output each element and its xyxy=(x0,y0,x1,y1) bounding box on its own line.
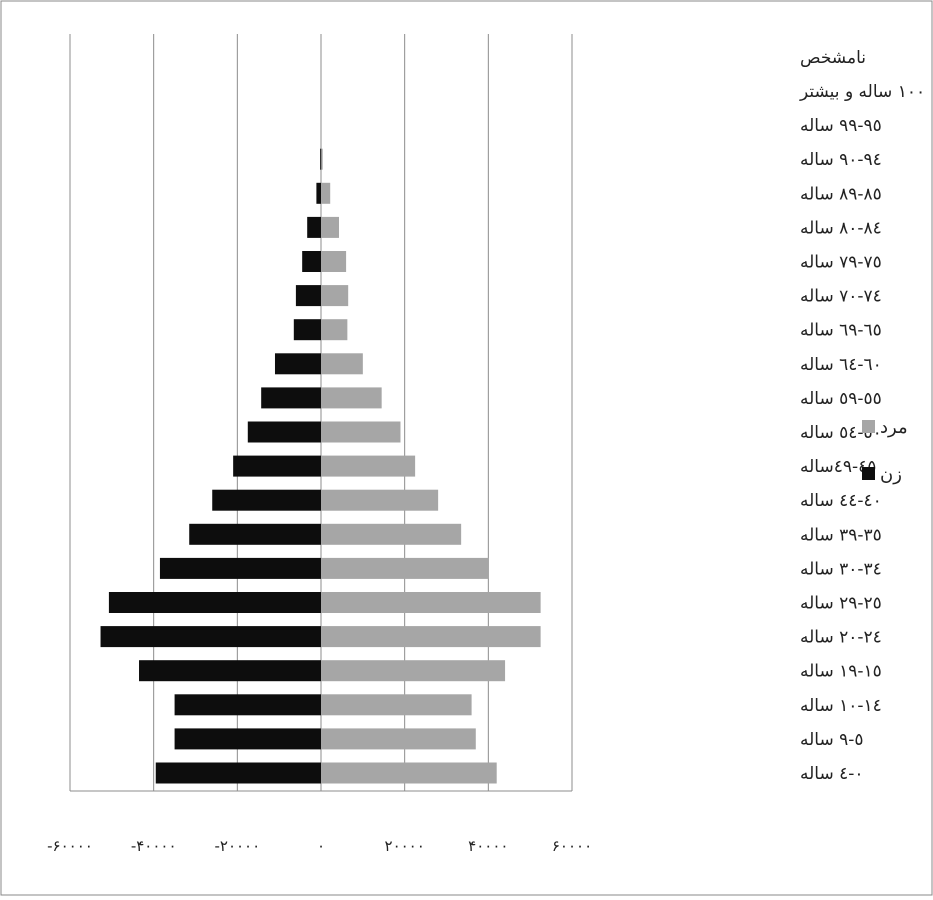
x-tick-labels: -۶۰۰۰۰ -۴۰۰۰۰ -۲۰۰۰۰ ۰ ۲۰۰۰۰ ۴۰۰۰۰ ۶۰۰۰۰ xyxy=(47,837,592,855)
bar-male xyxy=(321,489,439,511)
bar-male xyxy=(321,557,489,579)
category-label: ۸۰-۸٤ ساله xyxy=(800,218,882,238)
bar-female xyxy=(320,148,322,170)
category-label: ۸٥-۸۹ ساله xyxy=(800,184,882,204)
bar-male xyxy=(321,319,348,341)
category-label: ٥۰-٥٤ ساله xyxy=(800,423,882,443)
bar-female xyxy=(212,489,321,511)
category-label: ٦٥-٦۹ ساله xyxy=(800,321,882,341)
category-label: ۰-٤ ساله xyxy=(800,764,864,784)
bar-male xyxy=(321,285,349,307)
category-labels: ۰-٤ ساله ٥-٩ ساله ۱۰-۱٤ ساله ۱٥-۱۹ ساله ۲۰-۲… xyxy=(799,48,925,784)
bar-female xyxy=(316,182,321,204)
x-tick-label: ۴۰۰۰۰ xyxy=(468,837,508,855)
legend-label: زن xyxy=(880,464,902,485)
x-tick-label: -۴۰۰۰۰ xyxy=(131,837,177,855)
bar-female xyxy=(155,762,321,784)
x-tick-label: ۰ xyxy=(317,837,325,855)
bar-male xyxy=(321,523,462,545)
bar-male xyxy=(321,728,476,750)
bar-male xyxy=(321,626,541,648)
bar-female xyxy=(174,694,321,716)
bar-male xyxy=(321,251,347,272)
bar-male xyxy=(321,762,497,784)
category-label: ۱٥-۱۹ ساله xyxy=(800,662,882,682)
bar-female xyxy=(274,353,321,375)
category-label: ٥-٩ ساله xyxy=(800,730,864,750)
category-label: ۳٥-۳۹ ساله xyxy=(800,525,882,545)
category-label: ٤۰-٤٤ ساله xyxy=(800,491,882,511)
bar-female xyxy=(100,626,321,648)
bar-female xyxy=(139,660,321,682)
bar-female xyxy=(233,455,321,477)
bar-male xyxy=(321,660,506,682)
bar-male xyxy=(321,694,472,716)
category-label: ٥٥-٥۹ ساله xyxy=(800,389,882,409)
category-label: ۹٥-۹۹ ساله xyxy=(800,116,882,136)
bar-female xyxy=(295,285,321,307)
bar-female xyxy=(307,216,321,238)
legend-label: مرد xyxy=(880,417,908,438)
category-label: ۱۰-۱٤ ساله xyxy=(800,696,882,716)
bar-female xyxy=(108,592,321,613)
x-tick-label: -۶۰۰۰۰ xyxy=(47,837,93,855)
bar-female xyxy=(247,421,321,443)
category-label: ۷۰-۷٤ ساله xyxy=(800,287,882,307)
category-label: ۳۰-۳٤ ساله xyxy=(800,559,882,579)
bar-male xyxy=(321,182,331,204)
bar-male xyxy=(321,216,339,238)
bar-female xyxy=(174,728,321,750)
legend-swatch xyxy=(862,467,875,480)
category-label: ٤٥-٤۹ساله xyxy=(800,457,876,477)
bar-female xyxy=(261,387,321,409)
bar-male xyxy=(321,592,541,613)
bar-male xyxy=(321,455,416,477)
bar-male xyxy=(321,421,401,443)
x-tick-label: ۶۰۰۰۰ xyxy=(552,837,592,855)
bar-male xyxy=(321,387,382,409)
legend: مرد زن xyxy=(862,417,908,485)
bar-male xyxy=(321,148,323,170)
category-label: ۲۰-۲٤ ساله xyxy=(800,628,882,648)
bar-female xyxy=(189,523,321,545)
bar-female xyxy=(159,557,321,579)
bar-female xyxy=(302,251,321,272)
category-label: ۲٥-۲۹ ساله xyxy=(800,594,882,614)
category-label: ۱۰۰ ساله و بیشتر xyxy=(799,82,925,102)
category-label: نامشخص xyxy=(800,48,866,68)
x-tick-label: -۲۰۰۰۰ xyxy=(214,837,260,855)
legend-swatch xyxy=(862,420,875,433)
category-label: ٦۰-٦٤ ساله xyxy=(800,355,882,375)
bar-female xyxy=(293,319,321,341)
x-tick-label: ۲۰۰۰۰ xyxy=(385,837,425,855)
category-label: ۷٥-۷۹ ساله xyxy=(800,253,882,273)
bars xyxy=(100,148,541,784)
category-label: ۹۰-۹٤ ساله xyxy=(800,150,882,170)
bar-male xyxy=(321,353,363,375)
